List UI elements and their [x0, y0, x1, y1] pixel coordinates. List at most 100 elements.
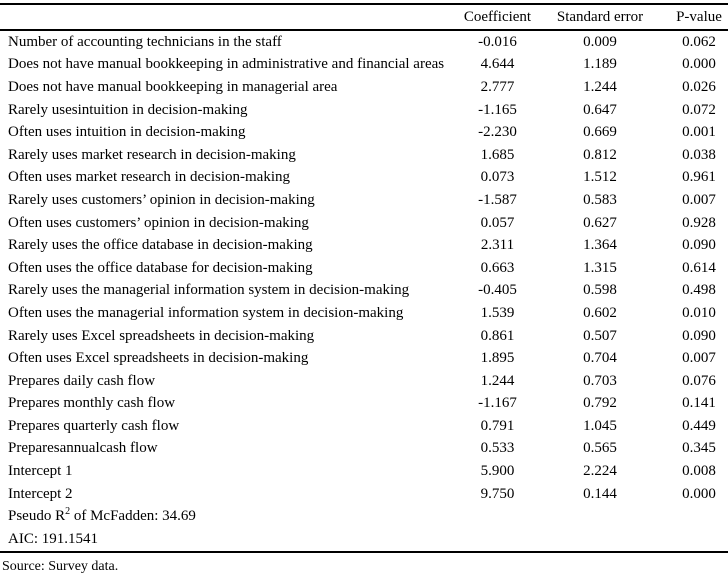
std-error-cell: 1.189: [583, 56, 617, 73]
table-row: Often uses market research in decision-m…: [0, 167, 728, 190]
p-value-cell: 0.038: [682, 146, 716, 163]
std-error-cell: 0.144: [583, 485, 617, 502]
p-value-cell: 0.072: [682, 101, 716, 118]
row-label-cell: Number of accounting technicians in the …: [8, 33, 282, 50]
table-row: Rarely uses the managerial information s…: [0, 280, 728, 303]
coefficient-cell: 1.244: [480, 372, 515, 389]
p-value-cell: 0.008: [682, 463, 716, 480]
coefficient-cell: 0.057: [480, 214, 515, 231]
source-note: Source: Survey data.: [2, 558, 119, 574]
regression-results-table: Coefficient Standard error P-value Numbe…: [0, 3, 728, 553]
table-row: Often uses intuition in decision-making -…: [0, 121, 728, 144]
row-label-cell: Rarely uses Excel spreadsheets in decisi…: [8, 327, 315, 344]
table-row: Often uses the managerial information sy…: [0, 302, 728, 325]
table-row: Rarely usesintuition in decision-making -…: [0, 99, 728, 122]
row-label-cell: Often uses customers’ opinion in decisio…: [8, 214, 309, 231]
row-label-cell: Preparesannualcash flow: [8, 440, 158, 457]
coefficient-cell: 5.900: [480, 463, 515, 480]
p-value-cell: 0.141: [682, 395, 716, 412]
std-error-cell: 0.598: [583, 282, 617, 299]
std-error-cell: 1.045: [583, 417, 617, 434]
coefficient-cell: -1.587: [478, 191, 517, 208]
table-row: Prepares quarterly cash flow 0.791 1.045 0.…: [0, 415, 728, 438]
header-row: Coefficient Standard error P-value: [0, 4, 728, 31]
row-label-cell: Rarely uses market research in decision-…: [8, 146, 296, 163]
table-row: Prepares daily cash flow 1.244 0.703 0.076: [0, 370, 728, 393]
row-label-cell: Intercept 2: [8, 485, 73, 502]
pseudo-r2-prefix: Pseudo R: [8, 508, 66, 525]
coefficient-cell: -0.405: [478, 282, 517, 299]
row-label-cell: Often uses market research in decision-m…: [8, 169, 290, 186]
column-header-std-error: Standard error: [550, 4, 650, 31]
column-header-p-value: P-value: [650, 4, 728, 31]
p-value-cell: 0.961: [682, 169, 716, 186]
table-row: Does not have manual bookkeeping in admi…: [0, 54, 728, 77]
std-error-cell: 0.703: [583, 372, 617, 389]
table-row: Preparesannualcash flow 0.533 0.565 0.345: [0, 438, 728, 461]
p-value-cell: 0.010: [682, 304, 716, 321]
row-label-cell: Rarely uses customers’ opinion in decisi…: [8, 191, 315, 208]
std-error-cell: 0.792: [583, 395, 617, 412]
table-row: Rarely uses customers’ opinion in decisi…: [0, 189, 728, 212]
std-error-cell: 1.244: [583, 78, 617, 95]
coefficient-cell: 0.533: [480, 440, 515, 457]
p-value-cell: 0.449: [682, 417, 716, 434]
row-label-cell: Often uses intuition in decision-making: [8, 124, 246, 141]
coefficient-cell: -0.016: [478, 33, 517, 50]
p-value-cell: 0.001: [682, 124, 716, 141]
coefficient-cell: -2.230: [478, 124, 517, 141]
row-label-cell: Often uses the managerial information sy…: [8, 304, 404, 321]
std-error-cell: 0.669: [583, 124, 617, 141]
std-error-cell: 1.364: [583, 237, 617, 254]
coefficient-cell: 1.895: [480, 350, 515, 367]
std-error-cell: 0.704: [583, 350, 617, 367]
table-row: Does not have manual bookkeeping in mana…: [0, 76, 728, 99]
table-body: Number of accounting technicians in the …: [0, 30, 728, 505]
p-value-cell: 0.090: [682, 327, 716, 344]
std-error-cell: 0.627: [583, 214, 617, 231]
p-value-cell: 0.000: [682, 56, 716, 73]
p-value-cell: 0.076: [682, 372, 716, 389]
std-error-cell: 0.565: [583, 440, 617, 457]
table-row: Often uses Excel spreadsheets in decisio…: [0, 347, 728, 370]
row-label-cell: Prepares monthly cash flow: [8, 395, 176, 412]
pseudo-r2-row: Pseudo R2 of McFadden: 34.69: [0, 505, 728, 528]
row-label-cell: Prepares quarterly cash flow: [8, 417, 180, 434]
p-value-cell: 0.007: [682, 350, 716, 367]
table-row: Intercept 2 9.750 0.144 0.000: [0, 483, 728, 506]
std-error-cell: 1.512: [583, 169, 617, 186]
pseudo-r2-superscript: 2: [65, 506, 71, 518]
table-row: Intercept 1 5.900 2.224 0.008: [0, 460, 728, 483]
row-label-cell: Rarely usesintuition in decision-making: [8, 101, 248, 118]
table-row: Rarely uses the office database in decis…: [0, 234, 728, 257]
p-value-cell: 0.928: [682, 214, 716, 231]
coefficient-cell: -1.165: [478, 101, 517, 118]
column-header-coefficient: Coefficient: [445, 4, 550, 31]
row-label-cell: Rarely uses the office database in decis…: [8, 237, 313, 254]
coefficient-cell: -1.167: [478, 395, 517, 412]
table-row: Number of accounting technicians in the …: [0, 30, 728, 54]
p-value-cell: 0.345: [682, 440, 716, 457]
aic-row: AIC: 191.1541: [0, 528, 728, 552]
std-error-cell: 0.583: [583, 191, 617, 208]
std-error-cell: 0.602: [583, 304, 617, 321]
p-value-cell: 0.498: [682, 282, 716, 299]
table-row: Often uses the office database for decis…: [0, 257, 728, 280]
row-label-cell: Often uses Excel spreadsheets in decisio…: [8, 350, 309, 367]
page: Coefficient Standard error P-value Numbe…: [0, 3, 728, 582]
table-header: Coefficient Standard error P-value: [0, 4, 728, 31]
coefficient-cell: 4.644: [480, 56, 515, 73]
aic-cell: AIC: 191.1541: [8, 530, 98, 547]
coefficient-cell: 0.663: [480, 259, 515, 276]
p-value-cell: 0.000: [682, 485, 716, 502]
row-label-cell: Intercept 1: [8, 463, 73, 480]
p-value-cell: 0.062: [682, 33, 716, 50]
coefficient-cell: 2.311: [480, 237, 515, 254]
pseudo-r2-cell: Pseudo R2 of McFadden: 34.69: [0, 505, 728, 528]
coefficient-cell: 1.685: [480, 146, 515, 163]
coefficient-cell: 1.539: [480, 304, 515, 321]
row-label-cell: Prepares daily cash flow: [8, 372, 156, 389]
std-error-cell: 0.647: [583, 101, 617, 118]
std-error-cell: 0.009: [583, 33, 617, 50]
table-row: Rarely uses Excel spreadsheets in decisi…: [0, 325, 728, 348]
